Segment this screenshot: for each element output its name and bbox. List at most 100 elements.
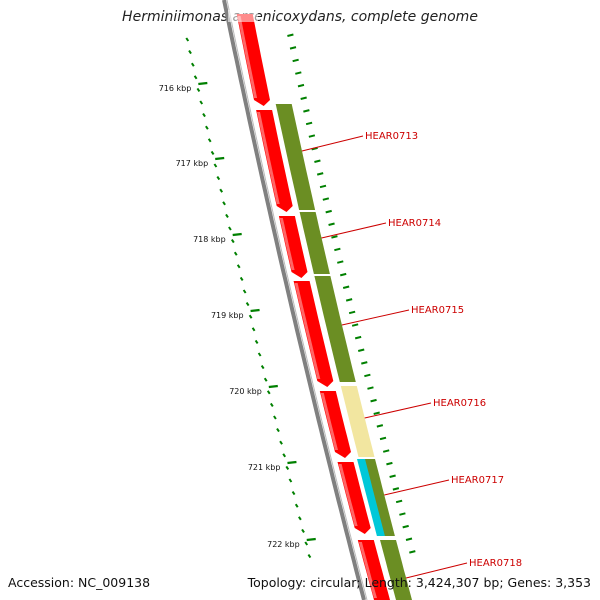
minor-tick: [263, 377, 268, 382]
olive-gene-segment: [275, 104, 316, 210]
scale-label: 720 kbp: [229, 387, 262, 396]
gene-label: HEAR0714: [388, 218, 441, 229]
minor-tick: [242, 289, 247, 294]
major-tick: [215, 156, 225, 161]
track-tick: [287, 33, 294, 37]
track-tick: [373, 411, 380, 415]
red-gene-segment: [357, 540, 390, 600]
minor-tick: [196, 87, 201, 92]
red-track: [228, 10, 390, 600]
red-highlight: [294, 283, 321, 379]
minor-tick: [304, 541, 309, 546]
track-tick: [292, 58, 299, 63]
gene-label: HEAR0716: [433, 398, 486, 409]
minor-tick: [260, 365, 265, 370]
track-tick: [334, 247, 341, 252]
track-tick: [328, 222, 335, 226]
red-highlight: [320, 393, 338, 450]
track-tick: [339, 272, 347, 277]
minor-tick: [285, 465, 290, 470]
minor-tick: [254, 339, 259, 344]
leader-line: [405, 562, 468, 579]
track-tick: [357, 348, 365, 352]
track-tick: [351, 323, 359, 327]
red-highlight: [358, 542, 377, 598]
minor-tick: [276, 428, 280, 433]
track-ticks: [287, 33, 416, 554]
backbone-line: [222, 0, 366, 600]
olive-gene-segment: [380, 540, 412, 600]
track-tick: [392, 487, 400, 491]
minor-tick: [236, 264, 241, 269]
yellow-gene-segment: [340, 386, 375, 457]
scale-label: 718 kbp: [193, 235, 226, 244]
cyan-gene-segment: [357, 459, 385, 536]
leader-line: [341, 309, 410, 326]
leader-line: [364, 402, 432, 419]
minor-tick: [273, 415, 277, 420]
track-tick: [409, 550, 416, 554]
minor-tick: [216, 176, 221, 181]
minor-tick: [202, 113, 206, 118]
major-tick: [306, 537, 316, 542]
minor-tick: [294, 503, 299, 508]
red-gene-segment: [256, 110, 293, 212]
minor-tick: [239, 276, 244, 281]
track-tick: [348, 310, 356, 315]
track-tick: [303, 109, 310, 113]
track-tick: [308, 134, 316, 138]
minor-tick: [301, 528, 305, 533]
minor-tick: [219, 188, 224, 193]
minor-tick: [190, 62, 195, 67]
genome-stats: Topology: circular; Length: 3,424,307 bp…: [247, 575, 591, 590]
minor-tick: [257, 352, 262, 357]
gene-label: HEAR0717: [451, 475, 504, 486]
red-highlight: [279, 218, 295, 270]
track-tick: [354, 335, 362, 340]
accession-text: Accession: NC_009138: [8, 575, 151, 590]
leader-line: [384, 479, 450, 496]
track-tick: [386, 461, 393, 466]
fade-overlay: [228, 10, 258, 22]
major-tick: [232, 232, 242, 237]
leader-line: [321, 222, 387, 239]
minor-tick: [282, 453, 287, 458]
track-tick: [345, 298, 353, 302]
backbone-layer: [222, 0, 368, 600]
minor-tick: [291, 491, 296, 496]
gene-labels: HEAR0713 HEAR0714 HEAR0715 HEAR0716 HEAR0717…: [301, 131, 522, 579]
scale-label: 721 kbp: [248, 463, 281, 472]
track-tick: [297, 83, 305, 88]
track-tick: [316, 172, 324, 176]
scale-ticks: 716 kbp 717 kbp 718 kbp 719 kbp 720 kbp 721 k…: [159, 37, 316, 559]
track-tick: [331, 235, 338, 239]
major-tick: [250, 308, 260, 313]
minor-tick: [279, 440, 283, 445]
red-highlight: [257, 112, 280, 204]
scale-label: 722 kbp: [267, 540, 300, 549]
track-tick: [367, 386, 374, 390]
major-tick: [268, 384, 278, 389]
minor-tick: [251, 327, 256, 332]
red-gene-segment: [319, 391, 351, 458]
minor-tick: [213, 163, 218, 168]
track-tick: [395, 499, 403, 504]
track-tick: [319, 184, 327, 189]
olive-gene-segment: [299, 212, 330, 274]
minor-tick: [269, 402, 274, 407]
track-tick: [322, 197, 330, 201]
red-gene-segment: [293, 281, 334, 387]
gene-label: HEAR0713: [365, 131, 418, 142]
scale-label: 716 kbp: [159, 84, 192, 93]
backbone-shadow: [226, 0, 368, 600]
red-gene-segment: [337, 462, 371, 534]
track-tick: [325, 209, 332, 214]
minor-tick: [266, 390, 271, 395]
track-tick: [405, 537, 413, 541]
scale-label: 719 kbp: [211, 311, 244, 320]
track-tick: [402, 524, 409, 529]
minor-tick: [233, 251, 238, 256]
minor-tick: [199, 100, 204, 105]
scale-label: 717 kbp: [176, 159, 209, 168]
